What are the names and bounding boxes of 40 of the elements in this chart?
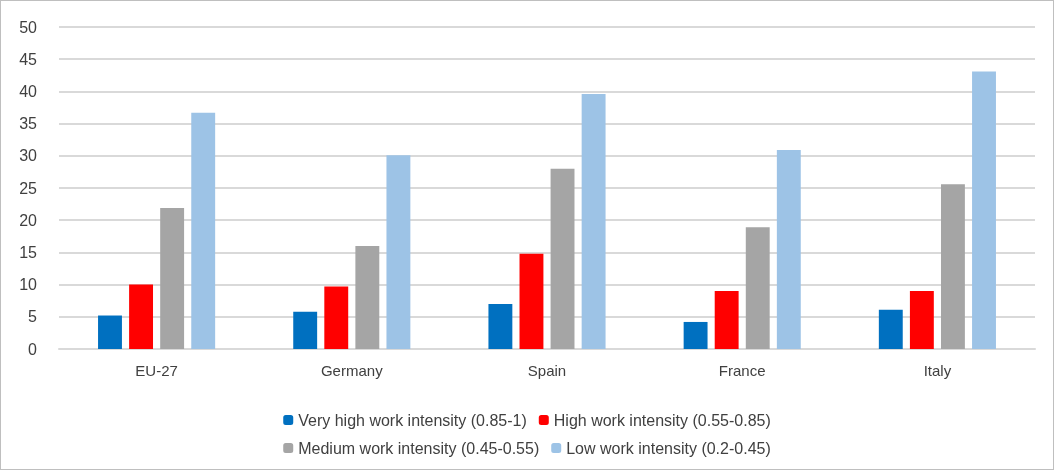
bar: [98, 315, 122, 349]
y-tick-label: 50: [19, 18, 38, 36]
x-tick-label: Italy: [923, 362, 952, 379]
bar: [776, 150, 801, 349]
bar: [878, 309, 903, 349]
y-tick-label: 25: [19, 179, 38, 197]
y-tick-label: 40: [19, 82, 38, 100]
bar: [519, 253, 544, 349]
bar: [683, 321, 708, 349]
bar: [714, 291, 739, 349]
y-tick-label: 30: [19, 147, 38, 165]
bar: [972, 71, 996, 349]
bar: [745, 227, 770, 349]
bar: [355, 245, 380, 349]
legend-label: High work intensity (0.55-0.85): [553, 411, 771, 429]
bar: [129, 284, 154, 349]
legend-label: Very high work intensity (0.85-1): [298, 411, 527, 429]
x-tick-label: France: [718, 362, 766, 379]
x-tick-label: Germany: [320, 362, 384, 379]
bar: [581, 93, 606, 349]
bar: [488, 303, 513, 349]
bar: [386, 155, 411, 349]
bar: [909, 291, 934, 349]
y-tick-label: 0: [28, 340, 38, 358]
y-tick-label: 10: [19, 276, 38, 294]
bar: [550, 168, 575, 349]
bar: [191, 112, 216, 349]
bar: [324, 286, 349, 349]
legend-label: Low work intensity (0.2-0.45): [566, 439, 771, 457]
bar: [940, 184, 965, 349]
y-tick-label: 5: [28, 308, 38, 326]
x-tick-label: Spain: [527, 362, 567, 379]
y-tick-label: 45: [19, 50, 38, 68]
bar: [293, 311, 318, 349]
legend-label: Medium work intensity (0.45-0.55): [298, 439, 540, 457]
x-tick-label: EU-27: [135, 362, 178, 379]
y-tick-label: 35: [19, 115, 38, 133]
y-tick-label: 15: [19, 243, 38, 261]
bar: [160, 207, 185, 349]
y-tick-label: 20: [19, 211, 38, 229]
